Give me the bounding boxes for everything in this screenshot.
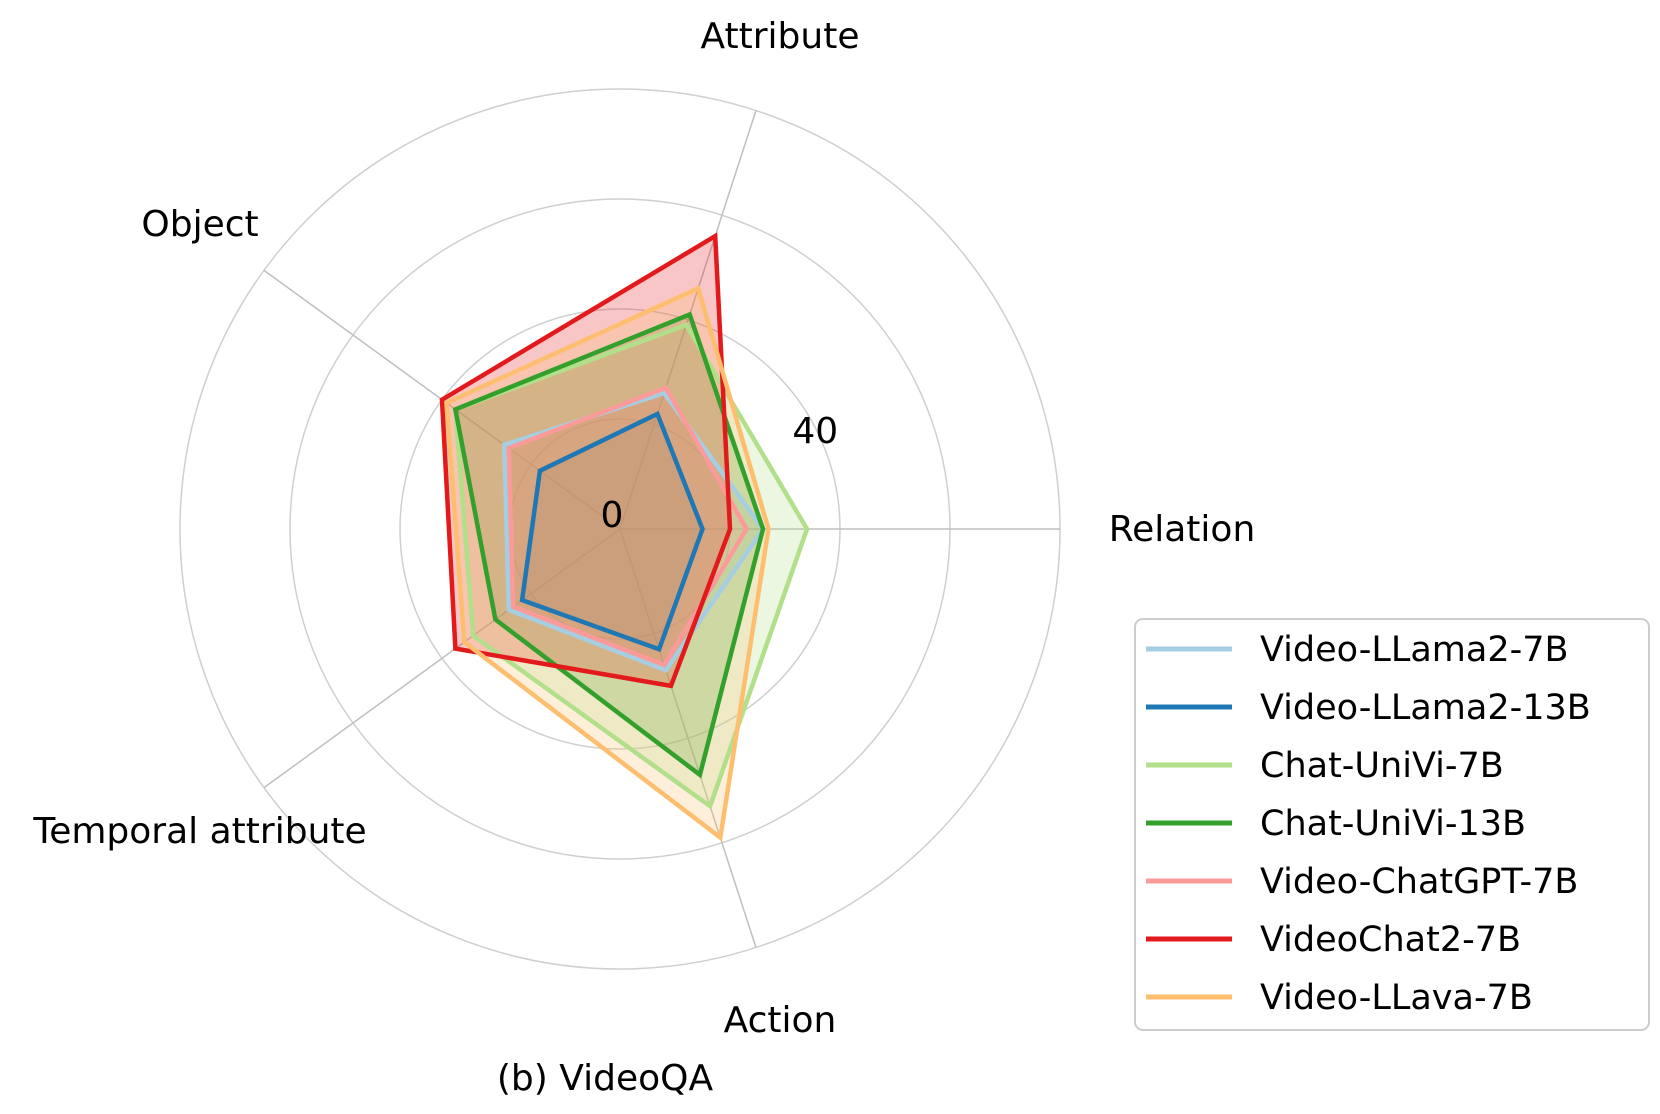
legend-frame bbox=[1134, 618, 1650, 1031]
series-line-5 bbox=[506, 385, 750, 668]
series-line-7 bbox=[444, 285, 771, 842]
series-line-4 bbox=[452, 311, 766, 779]
legend-label-4: Chat-UniVi-13B bbox=[1260, 804, 1526, 844]
radar-grid bbox=[179, 88, 1061, 970]
series-line-6 bbox=[439, 232, 733, 689]
series-fill-4 bbox=[455, 314, 763, 775]
axis-label-2: Attribute bbox=[701, 16, 860, 57]
legend-label-1: Video-LLama2-7B bbox=[1260, 630, 1569, 670]
series-fill-2 bbox=[522, 413, 703, 650]
grid-spoke-5 bbox=[619, 528, 757, 948]
tick-label-1: 0 bbox=[601, 495, 624, 536]
grid-spoke-4 bbox=[263, 528, 621, 789]
axis-label-1: Relation bbox=[1109, 509, 1256, 550]
axis-label-5: Action bbox=[724, 1000, 837, 1041]
legend-label-7: Video-LLava-7B bbox=[1260, 978, 1533, 1018]
series-line-2 bbox=[519, 410, 705, 653]
series-fill-1 bbox=[504, 393, 763, 671]
legend: Video-LLama2-7B Video-LLama2-13B Chat-UniV… bbox=[1134, 618, 1650, 1031]
chart-caption: (b) VideoQA bbox=[497, 1058, 714, 1099]
legend-label-3: Chat-UniVi-7B bbox=[1260, 746, 1504, 786]
series-lines bbox=[439, 232, 810, 842]
tick-labels: 0 40 bbox=[601, 411, 839, 536]
axis-label-4: Temporal attribute bbox=[32, 811, 366, 852]
legend-items: Video-LLama2-7B Video-LLama2-13B Chat-UniV… bbox=[1146, 630, 1591, 1018]
axis-labels: Relation Attribute Object Temporal attribut… bbox=[32, 16, 1255, 1041]
grid-spoke-2 bbox=[619, 110, 757, 530]
legend-label-6: VideoChat2-7B bbox=[1260, 920, 1521, 960]
series-fills bbox=[442, 236, 807, 838]
legend-label-5: Video-ChatGPT-7B bbox=[1260, 862, 1578, 902]
axis-label-3: Object bbox=[141, 204, 258, 245]
legend-label-2: Video-LLama2-13B bbox=[1260, 688, 1591, 728]
tick-label-2: 40 bbox=[792, 411, 838, 452]
